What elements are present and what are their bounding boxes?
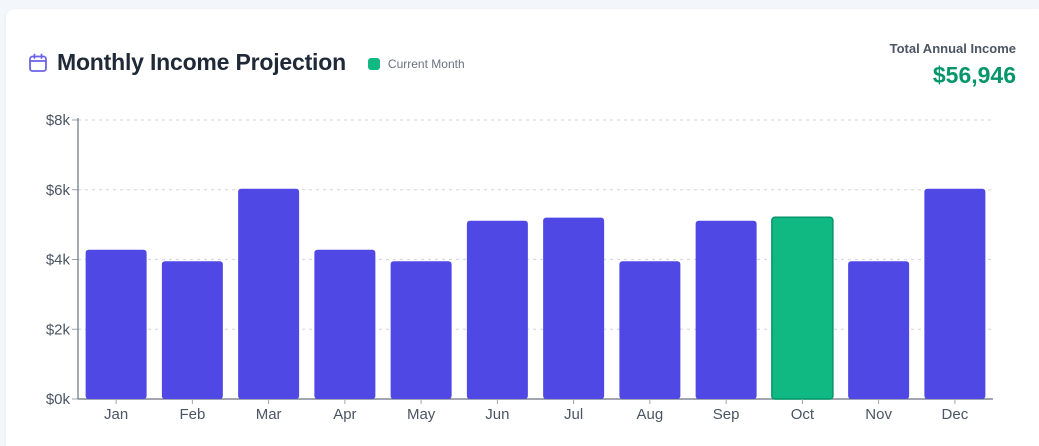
bar bbox=[314, 249, 376, 399]
bar bbox=[619, 261, 681, 399]
y-tick-label: $4k bbox=[46, 252, 71, 269]
bar bbox=[848, 261, 910, 399]
bar bbox=[85, 249, 147, 399]
y-tick-label: $0k bbox=[46, 391, 71, 408]
bar bbox=[238, 188, 300, 399]
bar bbox=[543, 217, 605, 399]
x-tick-label: Jun bbox=[485, 406, 509, 423]
legend: Current Month bbox=[367, 56, 465, 71]
legend-label: Current Month bbox=[387, 56, 465, 71]
x-tick-label: Feb bbox=[179, 406, 205, 423]
calendar-icon bbox=[28, 53, 48, 73]
chart-title: Monthly Income Projection bbox=[57, 49, 346, 75]
x-tick-label: Jan bbox=[104, 406, 128, 423]
y-tick-label: $6k bbox=[46, 182, 71, 199]
x-tick-label: Jul bbox=[564, 406, 583, 423]
bar bbox=[161, 261, 223, 399]
y-tick-label: $8k bbox=[46, 112, 71, 129]
total-summary: Total Annual Income $56,946 bbox=[890, 41, 1016, 89]
x-tick-label: Apr bbox=[333, 406, 356, 423]
bar bbox=[390, 261, 452, 399]
x-tick-label: May bbox=[407, 406, 436, 423]
bar bbox=[466, 220, 528, 399]
x-tick-label: Aug bbox=[637, 406, 664, 423]
bar-current-month bbox=[771, 216, 834, 400]
x-tick-label: Oct bbox=[791, 406, 815, 423]
total-annual-income-label: Total Annual Income bbox=[889, 41, 1016, 56]
bar bbox=[924, 188, 986, 399]
x-tick-label: Sep bbox=[713, 406, 740, 423]
y-tick-label: $2k bbox=[46, 321, 71, 338]
x-tick-label: Nov bbox=[865, 406, 892, 423]
total-annual-income-value: $56,946 bbox=[932, 62, 1016, 88]
chart-header: Monthly Income Projection Current Month bbox=[28, 49, 465, 76]
x-tick-label: Dec bbox=[942, 406, 969, 423]
x-tick-label: Mar bbox=[256, 406, 282, 423]
bar bbox=[695, 220, 757, 399]
legend-swatch-current-month bbox=[367, 57, 380, 70]
